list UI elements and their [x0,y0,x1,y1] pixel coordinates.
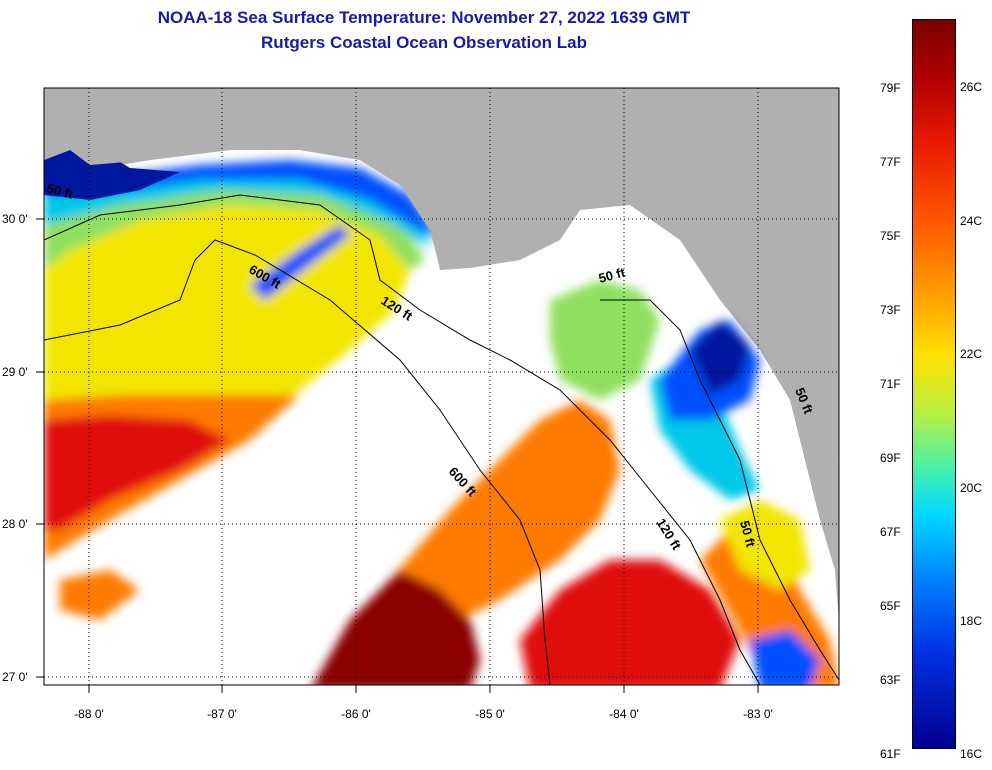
colorbar-c-20: 20C [960,481,983,495]
sst-red-south [520,560,740,685]
sst-blue-southeast [750,630,820,685]
graticule [44,88,839,685]
lat-label-28: 28 0' [2,517,28,531]
sst-field-east [312,280,839,685]
isobath-600ft [44,239,551,685]
isobath-label-50ft-west: 50 ft [45,180,75,202]
isobath-lines [44,194,839,685]
colorbar-c-18: 18C [960,614,983,628]
colorbar-f-67: 67F [880,525,901,539]
sst-darkred-south [312,570,480,685]
sst-green-band [44,180,425,270]
sst-blue-streak [250,225,350,300]
sst-orange-southwest-patch [60,570,140,620]
land-north [44,88,839,470]
sst-orange-southeast [700,520,839,685]
isobath-50ft [600,299,839,681]
isobath-label-50ft-south: 50 ft [737,519,759,549]
lon-label-85: -85 0' [475,707,505,721]
lon-label-86: -86 0' [341,707,371,721]
lon-label-83: -83 0' [743,707,773,721]
temperature-colorbar [912,19,956,749]
isobath-label-50ft-north: 50 ft [597,264,627,286]
colorbar-f-77: 77F [880,155,901,169]
title-line1: NOAA-18 Sea Surface Temperature: Novembe… [157,8,691,27]
sst-green-east [550,280,660,400]
title-line2: Rutgers Coastal Ocean Observation Lab [261,33,587,52]
colorbar-f-69: 69F [880,451,901,465]
isobath-120ft [44,194,761,685]
map-frame [43,87,840,686]
axis-ticks [36,218,759,693]
map-content [44,88,839,685]
colorbar-f-63: 63F [880,673,901,687]
land-east-peninsula [820,470,839,560]
lon-label-88: -88 0' [74,707,104,721]
sst-orange-diagonal [390,400,620,630]
sst-cyan-band [44,170,430,250]
lat-label-30: 30 0' [2,212,28,226]
lat-label-29: 29 0' [2,365,28,379]
colorbar-c-16: 16C [960,747,983,761]
colorbar-f-71: 71F [880,377,901,391]
colorbar-f-75: 75F [880,229,901,243]
colorbar-c-26: 26C [960,80,983,94]
colorbar-c-24: 24C [960,214,983,228]
sst-yellow-east [720,500,810,590]
colorbar-f-73: 73F [880,303,901,317]
sst-navy-east [690,320,750,395]
colorbar-f-61: 61F [880,747,901,761]
lon-label-84: -84 0' [609,707,639,721]
colorbar-f-79: 79F [880,81,901,95]
lon-label-87: -87 0' [207,707,237,721]
colorbar-f-65: 65F [880,599,901,613]
colorbar-c-22: 22C [960,347,983,361]
lat-label-27: 27 0' [2,670,28,684]
sst-red-southwest [44,415,230,530]
